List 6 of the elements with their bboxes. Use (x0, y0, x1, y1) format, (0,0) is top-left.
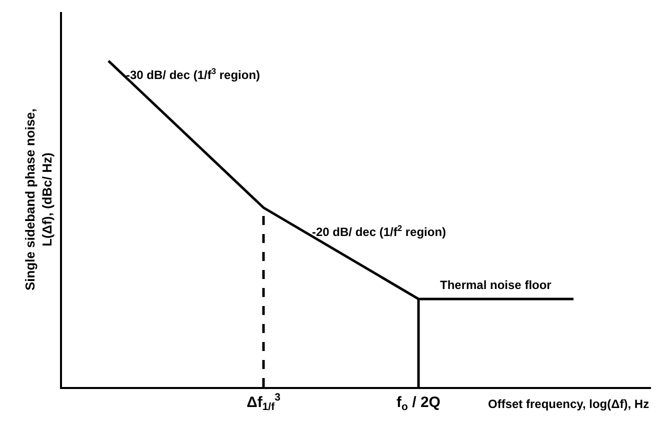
annotation: Thermal noise floor (440, 278, 552, 292)
annotation: -20 dB/ dec (1/f$^{2}$ region) (312, 223, 446, 240)
annotation: -30 dB/ dec (1/f$^{3}$ region) (126, 66, 260, 82)
y-axis-title: Single sideband phase noise, L(Δf), (dBc/ Hz) (22, 108, 54, 291)
x-tick-label: f$_{o}$ / 2Q (396, 394, 441, 414)
x-axis-title: Offset frequency, log(Δf), Hz (488, 397, 650, 411)
